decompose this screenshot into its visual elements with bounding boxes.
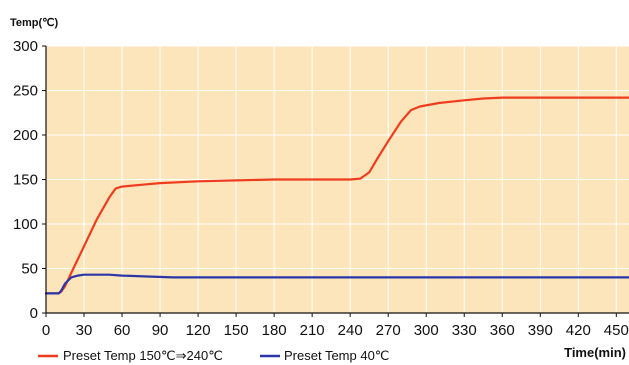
legend-item-preset-150-240: Preset Temp 150℃⇒240℃ (38, 348, 223, 363)
y-tick-label: 150 (13, 172, 38, 189)
x-tick-label: 90 (152, 322, 169, 339)
series-line-0 (44, 96, 629, 295)
y-tick-labels: 0 50 100 150 200 250 300 (13, 38, 46, 322)
x-tick-labels: 0 30 60 90 120 150 180 210 240 270 300 330 360 390 420… (42, 313, 629, 339)
x-tick-label: 60 (114, 322, 131, 339)
y-tick-label: 50 (21, 261, 38, 278)
grid-lines (46, 45, 629, 313)
x-tick-label: 420 (566, 322, 591, 339)
x-tick-label: 180 (262, 322, 287, 339)
y-tick-label: 300 (13, 38, 38, 55)
x-tick-label: 210 (300, 322, 325, 339)
x-tick-label: 0 (42, 322, 50, 339)
x-tick-label: 30 (76, 322, 93, 339)
x-axis-title: Time(min) (564, 345, 626, 360)
x-tick-label: 120 (186, 322, 211, 339)
x-tick-label: 240 (338, 322, 363, 339)
y-tick-label: 100 (13, 216, 38, 233)
legend-label: Preset Temp 150℃⇒240℃ (63, 348, 223, 363)
x-tick-label: 360 (490, 322, 515, 339)
y-axis-title: Temp(℃) (10, 17, 59, 29)
y-tick-label: 200 (13, 127, 38, 144)
y-tick-label: 250 (13, 83, 38, 100)
series-lines (44, 96, 629, 295)
x-tick-label: 270 (376, 322, 401, 339)
legend-item-preset-40: Preset Temp 40℃ (260, 348, 389, 363)
series-line-1 (44, 273, 629, 295)
x-tick-label: 450 (604, 322, 629, 339)
x-tick-label: 150 (224, 322, 249, 339)
x-tick-label: 330 (452, 322, 477, 339)
x-tick-label: 300 (414, 322, 439, 339)
x-tick-label: 390 (528, 322, 553, 339)
legend-label: Preset Temp 40℃ (284, 348, 389, 363)
legend: Preset Temp 150℃⇒240℃ Preset Temp 40℃ (38, 348, 389, 363)
y-tick-label: 0 (30, 305, 38, 322)
